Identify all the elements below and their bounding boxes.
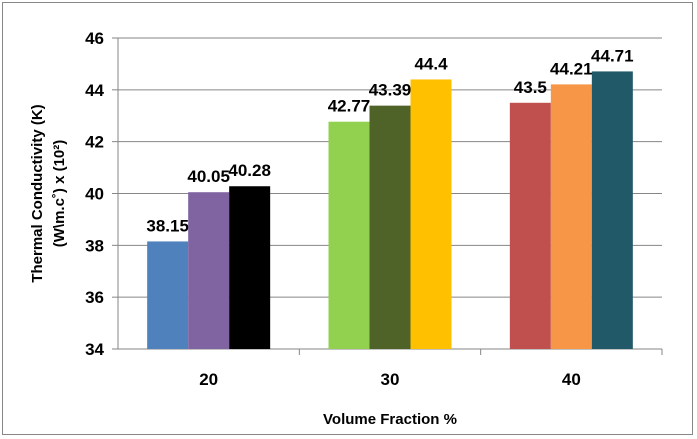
data-label: 43.39: [369, 81, 412, 100]
bar-20-1: [147, 241, 189, 349]
y-axis-title-line1: Thermal Conductivity (K): [29, 104, 46, 282]
data-label: 44.21: [550, 59, 593, 78]
bar-30-1: [328, 121, 370, 349]
y-tick-label: 44: [85, 81, 104, 100]
y-tick-label: 46: [85, 29, 104, 48]
x-category-label: 40: [562, 370, 581, 389]
data-label: 44.71: [591, 46, 634, 65]
data-label: 40.28: [228, 161, 271, 180]
bar-30-2: [369, 105, 411, 349]
bar-40-2: [550, 84, 592, 349]
data-label: 43.5: [514, 78, 547, 97]
data-label: 38.15: [146, 216, 189, 235]
y-tick-label: 36: [85, 288, 104, 307]
y-tick-label: 40: [85, 185, 104, 204]
bar-20-3: [229, 186, 271, 349]
data-label: 40.05: [187, 167, 230, 186]
bar-40-3: [591, 71, 633, 350]
bar-20-2: [188, 192, 230, 349]
bar-40-1: [509, 102, 551, 350]
data-label: 44.4: [414, 54, 448, 73]
x-category-label: 20: [199, 370, 218, 389]
y-tick-label: 38: [85, 236, 104, 255]
y-tick-label: 42: [85, 133, 104, 152]
bar-30-3: [410, 79, 452, 349]
x-category-label: 30: [381, 370, 400, 389]
data-label: 42.77: [328, 97, 371, 116]
y-tick-label: 34: [85, 340, 104, 359]
x-axis-title: Volume Fraction %: [323, 411, 457, 428]
y-axis-title-line2: (W\m.c˚) x (10²): [51, 140, 68, 248]
